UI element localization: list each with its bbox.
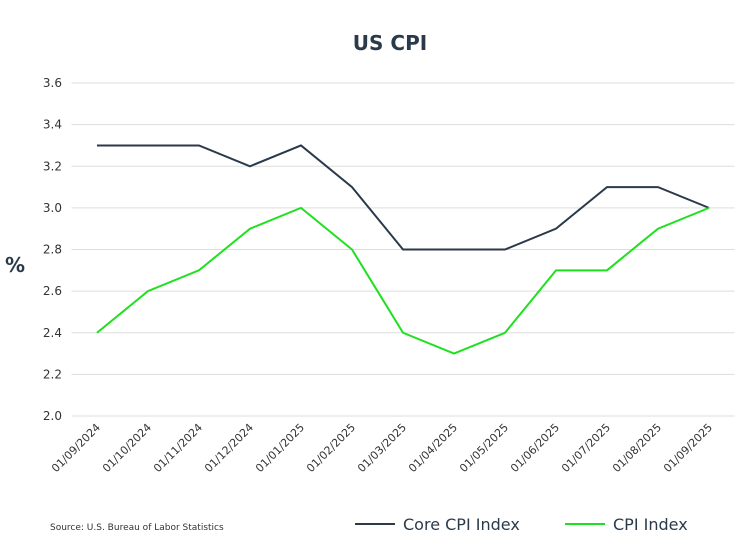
- y-tick-label: 2.4: [43, 326, 62, 340]
- x-tick-label: 01/12/2024: [202, 421, 256, 475]
- y-tick-label: 3.0: [43, 201, 62, 215]
- y-axis-label: %: [5, 253, 25, 277]
- x-tick-label: 01/07/2025: [559, 421, 613, 475]
- x-tick-label: 01/09/2024: [49, 421, 103, 475]
- y-tick-label: 3.2: [43, 159, 62, 173]
- x-tick-label: 01/02/2025: [304, 421, 358, 475]
- series-line: [97, 144, 710, 251]
- y-tick-label: 2.8: [43, 243, 62, 257]
- x-tick-label: 01/04/2025: [406, 421, 460, 475]
- legend-label: CPI Index: [613, 515, 688, 534]
- y-tick-label: 3.6: [43, 76, 62, 90]
- x-tick-label: 01/05/2025: [457, 421, 511, 475]
- chart-title: US CPI: [353, 31, 427, 55]
- series-line: [96, 206, 710, 355]
- y-tick-label: 3.4: [43, 118, 62, 132]
- x-tick-label: 01/03/2025: [355, 421, 409, 475]
- x-tick-label: 01/01/2025: [253, 421, 307, 475]
- x-tick-label: 01/08/2025: [610, 421, 664, 475]
- y-tick-label: 2.0: [43, 409, 62, 423]
- legend-label: Core CPI Index: [403, 515, 520, 534]
- x-tick-label: 01/10/2024: [100, 421, 154, 475]
- x-tick-label: 01/06/2025: [508, 421, 562, 475]
- y-tick-label: 2.6: [43, 284, 62, 298]
- x-tick-label: 01/11/2024: [151, 421, 205, 475]
- y-tick-label: 2.2: [43, 367, 62, 381]
- x-tick-label: 01/09/2025: [661, 421, 715, 475]
- source-note: Source: U.S. Bureau of Labor Statistics: [50, 523, 224, 533]
